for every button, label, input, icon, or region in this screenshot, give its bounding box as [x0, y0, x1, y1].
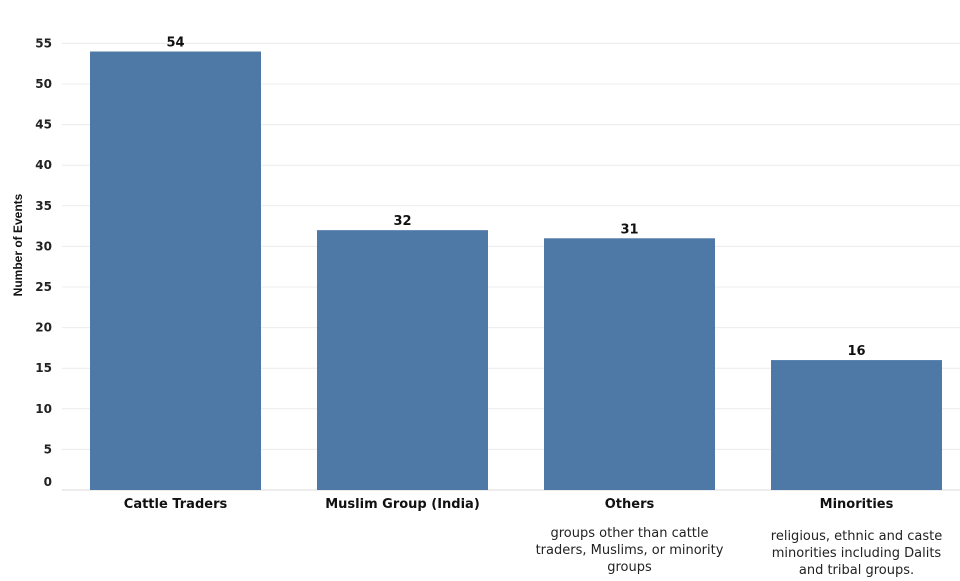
y-tick-label: 25	[35, 280, 52, 294]
y-tick-label: 20	[35, 321, 52, 335]
y-tick-label: 45	[35, 118, 52, 132]
data-label: 54	[166, 36, 184, 51]
category-note-line: traders, Muslims, or minority	[536, 543, 724, 558]
y-tick-label: 0	[44, 475, 52, 489]
category-note-line: groups	[607, 560, 652, 575]
y-tick-label: 15	[35, 361, 52, 375]
category-notes: groups other than cattle traders, Muslims…	[536, 526, 943, 578]
y-axis-title: Number of Events	[11, 193, 25, 296]
bar	[544, 238, 715, 490]
y-tick-label: 40	[35, 158, 52, 172]
y-tick-label: 35	[35, 199, 52, 213]
category-label: Minorities	[820, 497, 894, 512]
category-note-line: minorities including Dalits	[772, 546, 942, 561]
category-note-line: groups other than cattle	[550, 526, 708, 541]
y-tick-label: 5	[44, 442, 52, 456]
category-note-line: and tribal groups.	[799, 563, 914, 578]
y-tick-label: 30	[35, 239, 52, 253]
y-tick-label: 55	[35, 36, 52, 50]
bars	[90, 51, 942, 491]
category-note-line: religious, ethnic and caste	[771, 529, 942, 544]
data-label: 31	[620, 222, 638, 237]
category-label: Cattle Traders	[124, 497, 228, 512]
data-labels: 54 32 31 16	[166, 36, 865, 360]
data-label: 32	[393, 214, 411, 229]
data-label: 16	[847, 344, 865, 359]
y-tick-label: 50	[35, 77, 52, 91]
category-label: Muslim Group (India)	[325, 497, 480, 512]
y-axis-ticks: 0 5 10 15 20 25 30 35 40 45 50 55	[35, 36, 52, 489]
bar	[90, 51, 261, 491]
bar	[771, 360, 942, 490]
y-tick-label: 10	[35, 402, 52, 416]
category-label: Others	[605, 497, 655, 512]
category-labels: Cattle Traders Muslim Group (India) Others…	[124, 497, 894, 512]
bar	[317, 230, 488, 490]
